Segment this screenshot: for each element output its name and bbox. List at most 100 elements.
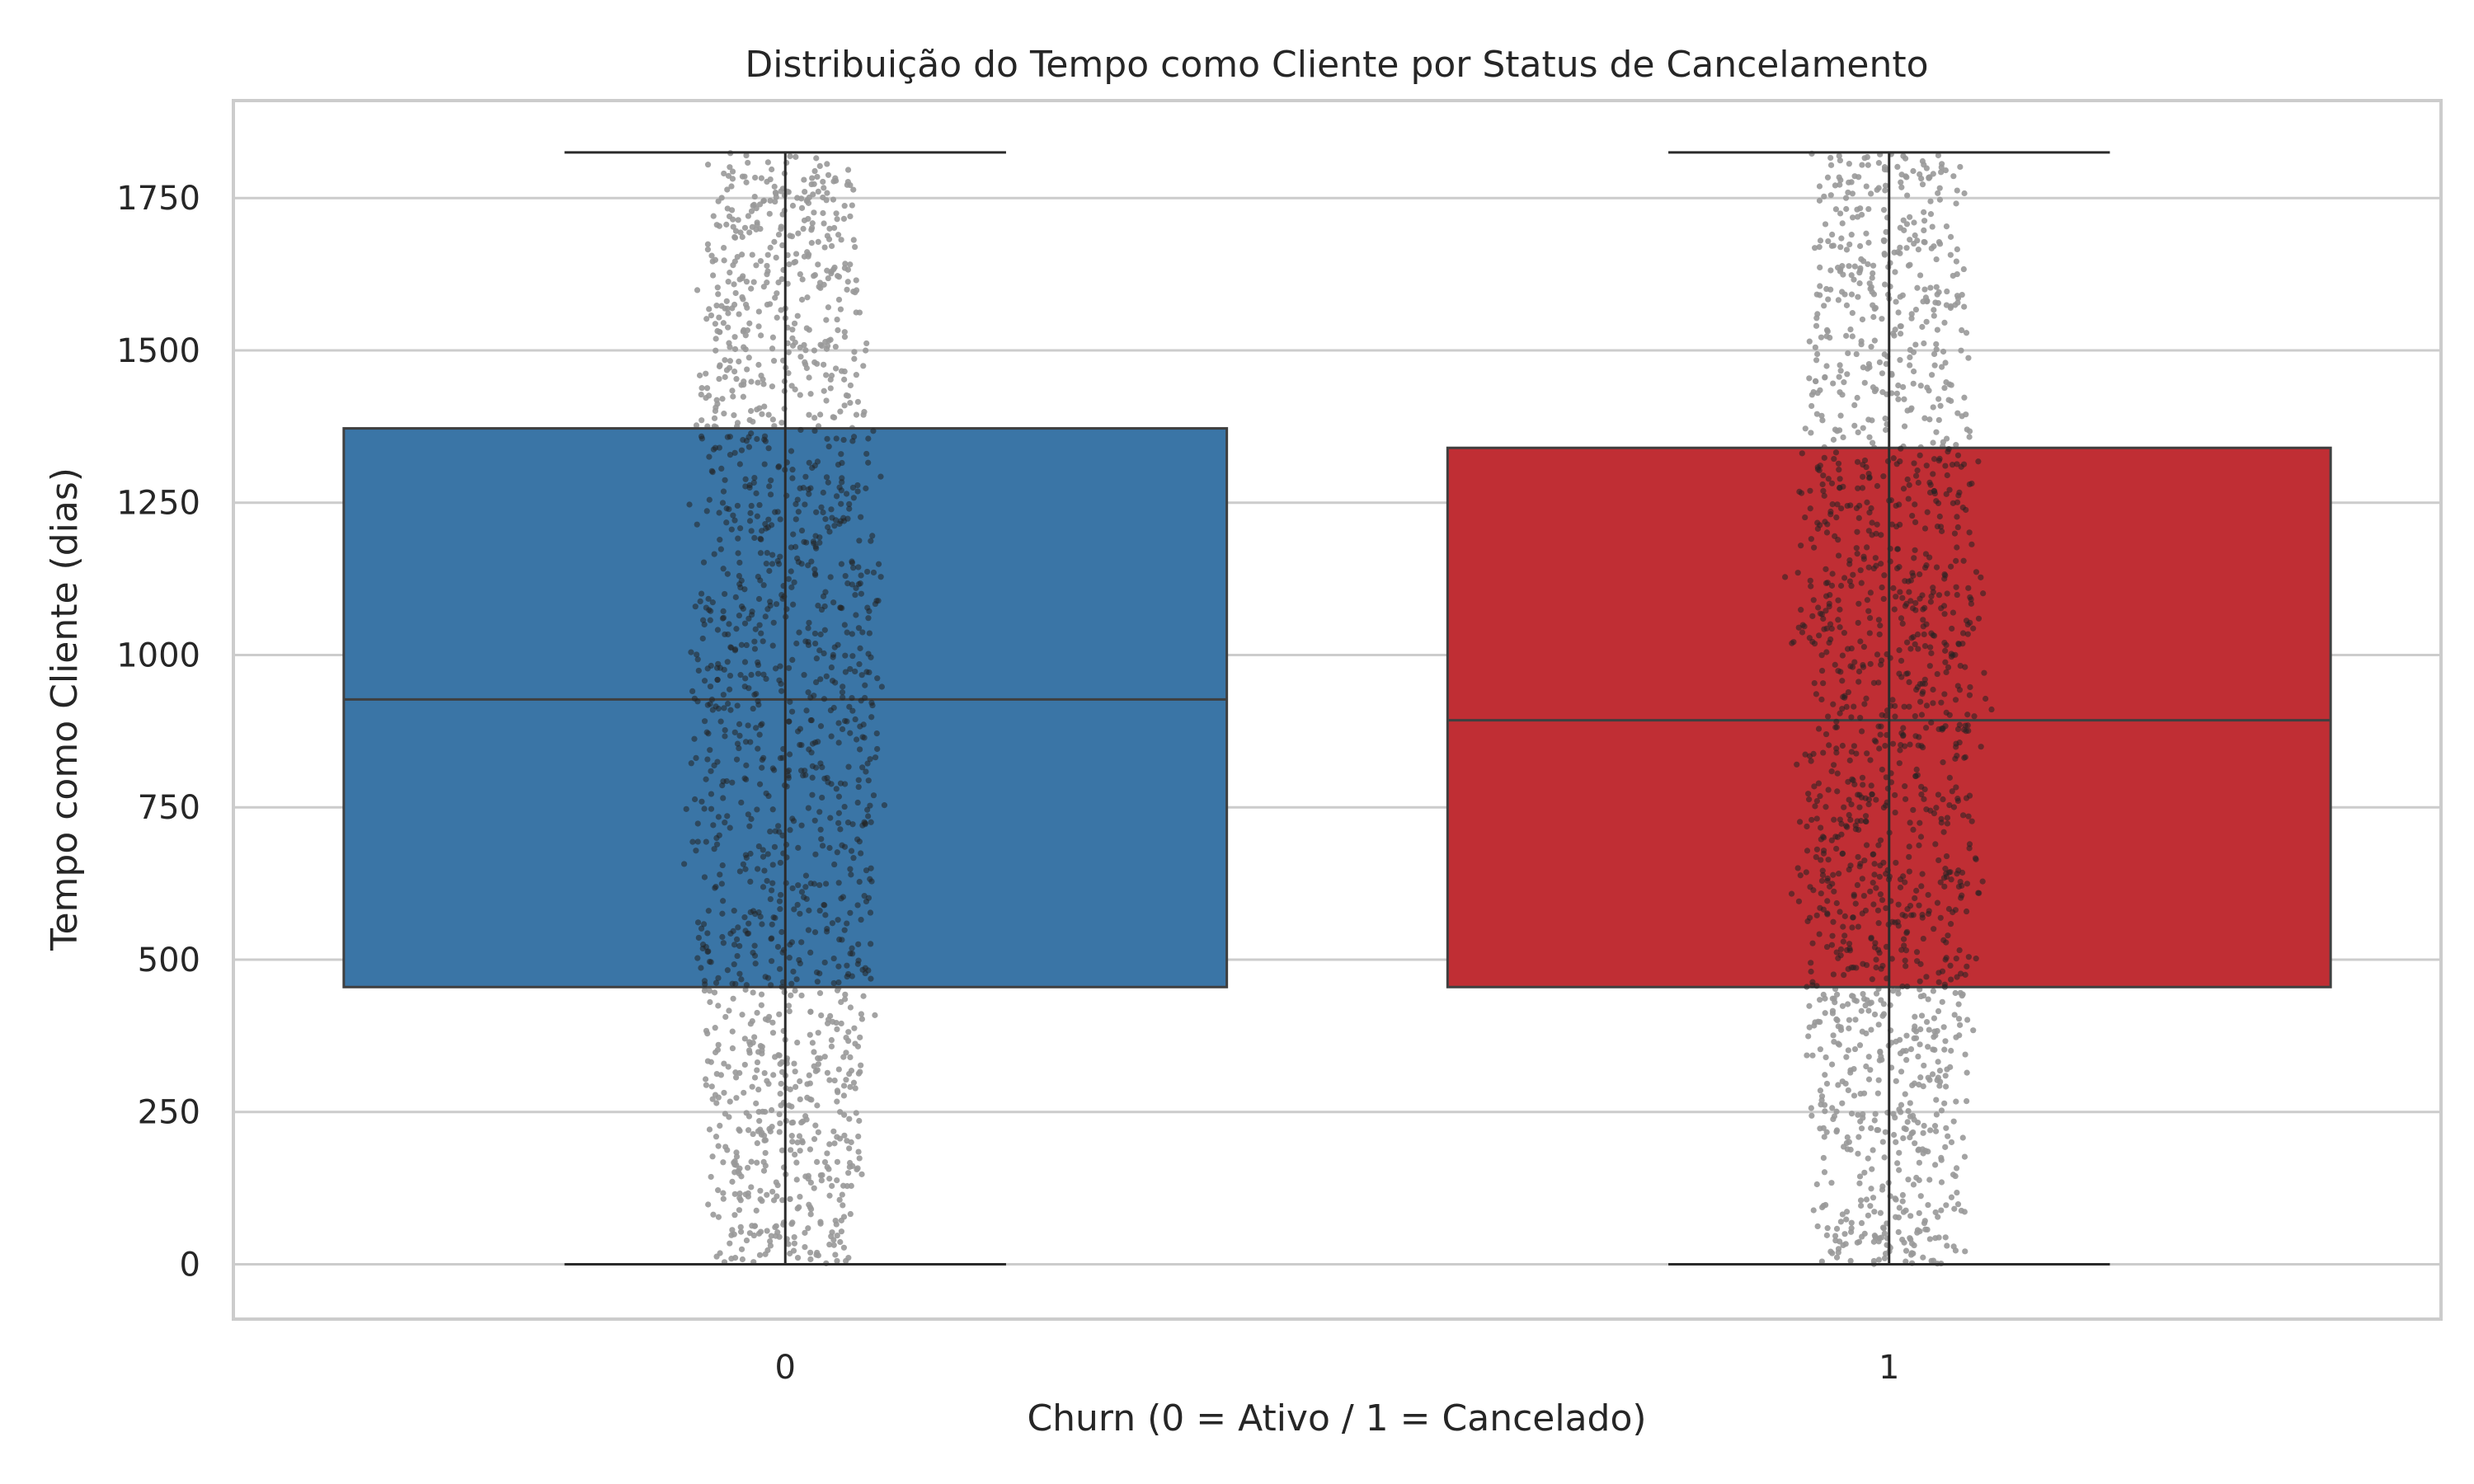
swarm-point <box>829 1229 835 1236</box>
swarm-point <box>851 1025 858 1031</box>
swarm-point <box>1924 509 1931 515</box>
swarm-point <box>802 768 808 774</box>
swarm-point <box>1860 664 1867 670</box>
chart-title: Distribuição do Tempo como Cliente por S… <box>745 44 1928 86</box>
plot-frame <box>232 99 2443 1321</box>
swarm-point <box>817 1220 824 1227</box>
swarm-point <box>747 878 754 885</box>
swarm-point <box>1856 174 1862 181</box>
swarm-point <box>834 216 840 223</box>
y-tick-label: 1750 <box>116 180 200 218</box>
swarm-point <box>1810 597 1817 603</box>
swarm-point <box>727 824 733 831</box>
swarm-point <box>1854 206 1860 213</box>
swarm-point <box>694 838 701 845</box>
swarm-point <box>717 1122 723 1129</box>
swarm-point <box>785 1241 792 1247</box>
swarm-point <box>750 1130 756 1138</box>
swarm-point <box>1942 659 1949 665</box>
swarm-point <box>1865 205 1872 213</box>
swarm-point <box>1921 415 1928 421</box>
swarm-point <box>1818 667 1826 674</box>
swarm-point <box>1901 942 1907 949</box>
swarm-point <box>731 334 738 340</box>
swarm-point <box>775 823 782 829</box>
swarm-point <box>1872 940 1879 946</box>
swarm-point <box>813 1158 821 1165</box>
swarm-point <box>811 167 818 175</box>
swarm-point <box>1938 164 1945 171</box>
swarm-point <box>793 1176 800 1183</box>
swarm-point <box>1908 912 1915 918</box>
swarm-point <box>1851 893 1857 899</box>
swarm-point <box>1873 796 1879 803</box>
swarm-point <box>1855 923 1862 930</box>
swarm-point <box>823 372 830 378</box>
swarm-point <box>862 819 868 827</box>
swarm-point <box>1926 1236 1933 1242</box>
swarm-point <box>1821 193 1827 200</box>
swarm-point <box>865 777 872 784</box>
swarm-point <box>1900 873 1907 880</box>
swarm-point <box>736 358 742 365</box>
swarm-point <box>1846 941 1853 947</box>
swarm-point <box>1828 625 1835 632</box>
swarm-point <box>868 941 874 947</box>
swarm-point <box>1839 1100 1846 1106</box>
swarm-point <box>707 617 713 623</box>
swarm-point <box>1860 473 1866 480</box>
swarm-point <box>1833 845 1840 852</box>
swarm-point <box>688 760 694 767</box>
swarm-point <box>826 1077 833 1083</box>
swarm-point <box>818 1012 825 1019</box>
swarm-point <box>774 1182 781 1189</box>
swarm-point <box>716 444 722 451</box>
swarm-point <box>1902 783 1908 790</box>
swarm-point <box>1917 978 1923 984</box>
swarm-point <box>1818 824 1824 831</box>
swarm-point <box>807 694 814 701</box>
swarm-point <box>863 898 870 905</box>
swarm-point <box>835 810 842 816</box>
swarm-point <box>1830 436 1837 443</box>
swarm-point <box>1964 1069 1970 1076</box>
swarm-point <box>1870 880 1876 886</box>
swarm-point <box>714 284 721 291</box>
swarm-point <box>798 527 806 534</box>
swarm-point <box>840 1202 846 1209</box>
swarm-point <box>716 363 723 370</box>
swarm-point <box>830 196 837 203</box>
swarm-point <box>712 407 719 415</box>
swarm-point <box>1829 995 1836 1002</box>
swarm-point <box>829 514 835 521</box>
swarm-point <box>715 1187 722 1194</box>
swarm-point <box>1804 823 1810 830</box>
swarm-point <box>1829 231 1836 238</box>
swarm-point <box>1933 256 1940 263</box>
swarm-point <box>1927 644 1934 650</box>
swarm-point <box>1935 791 1942 798</box>
swarm-point <box>828 781 835 787</box>
swarm-point <box>707 998 713 1006</box>
swarm-point <box>826 1241 833 1248</box>
swarm-point <box>1899 1198 1906 1205</box>
swarm-point <box>853 372 859 378</box>
swarm-point <box>1953 258 1959 265</box>
swarm-point <box>1825 857 1832 863</box>
swarm-point <box>1931 1123 1939 1129</box>
swarm-point <box>797 1096 803 1103</box>
swarm-point <box>789 202 797 209</box>
swarm-point <box>834 1233 840 1239</box>
swarm-point <box>1817 793 1823 800</box>
swarm-point <box>772 665 779 672</box>
swarm-point <box>1858 1007 1865 1014</box>
swarm-point <box>834 1098 840 1105</box>
swarm-point <box>1864 153 1870 161</box>
swarm-point <box>726 213 733 220</box>
swarm-point <box>1851 703 1857 710</box>
swarm-point <box>1831 816 1837 823</box>
swarm-point <box>1825 296 1832 303</box>
swarm-point <box>714 758 721 765</box>
swarm-point <box>866 630 872 636</box>
